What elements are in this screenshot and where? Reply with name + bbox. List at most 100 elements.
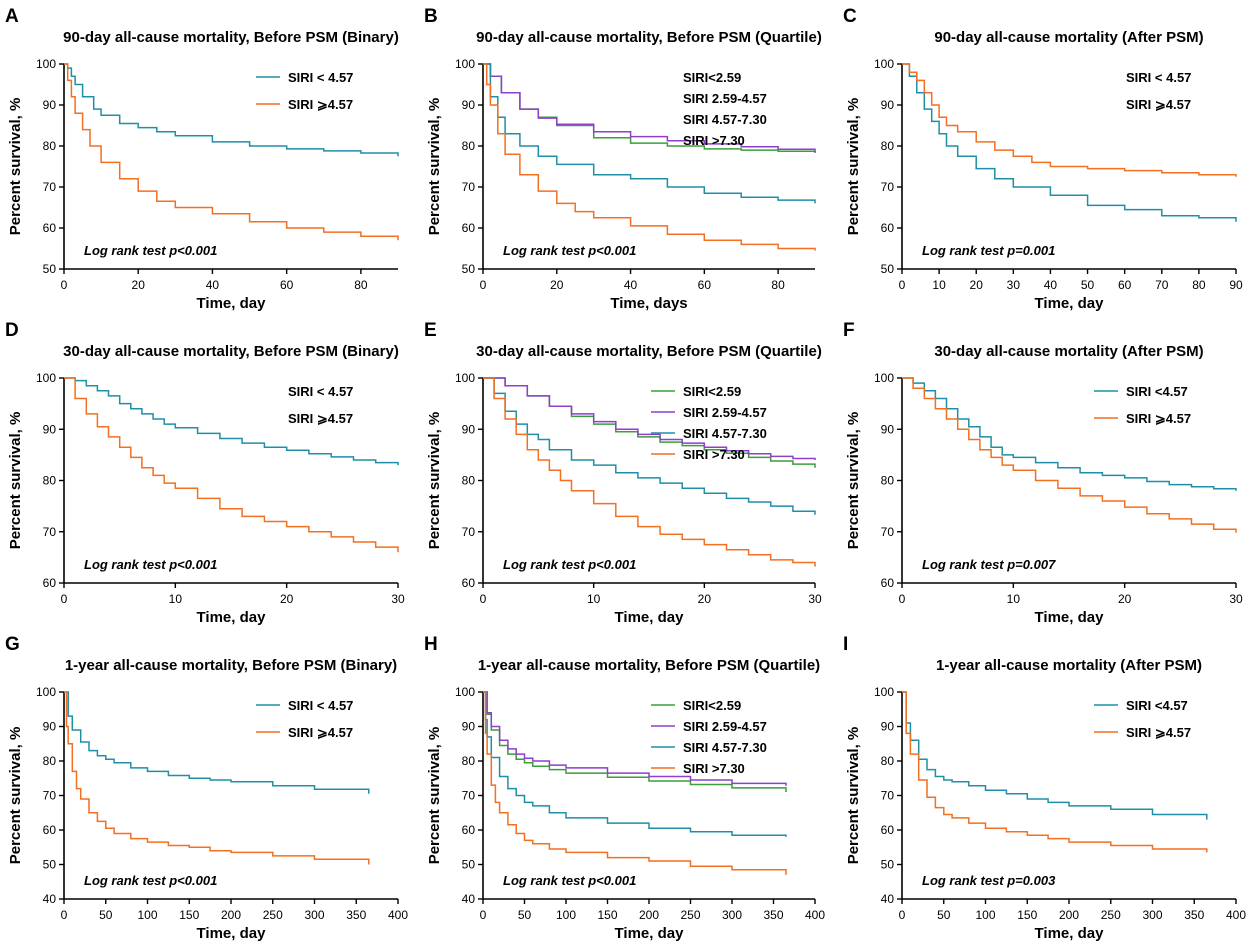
y-tick-label: 90	[881, 98, 895, 112]
x-tick-label: 80	[1192, 278, 1206, 292]
series-line-2	[902, 63, 1237, 177]
x-tick-label: 40	[624, 278, 638, 292]
legend-label: SIRI < 4.57	[288, 698, 353, 713]
x-tick-label: 0	[61, 908, 68, 922]
y-tick-label: 100	[36, 371, 56, 385]
series-line-1	[902, 377, 1237, 491]
y-tick-label: 90	[881, 720, 895, 734]
panel-c: C 90-day all-cause mortality (After PSM) 0…	[843, 6, 1243, 312]
y-tick-label: 80	[462, 754, 476, 768]
y-axis-label: Percent survival, %	[426, 412, 443, 550]
legend-label: SIRI < 4.57	[1126, 70, 1191, 85]
x-tick-label: 80	[771, 278, 785, 292]
y-axis-label: Percent survival, %	[845, 727, 862, 865]
panel-d: D 30-day all-cause mortality, Before PSM …	[5, 320, 405, 626]
series-line-3	[483, 691, 787, 837]
x-tick-label: 0	[480, 592, 487, 606]
chart-title: 90-day all-cause mortality, Before PSM (…	[63, 29, 399, 46]
y-axis-label: Percent survival, %	[7, 98, 24, 236]
chart-title: 90-day all-cause mortality (After PSM)	[934, 29, 1203, 46]
y-tick-label: 50	[462, 858, 476, 872]
y-tick-label: 60	[43, 576, 57, 590]
series-line-3	[483, 63, 816, 204]
logrank-annotation: Log rank test p=0.007	[922, 557, 1056, 572]
legend-label: SIRI<2.59	[683, 70, 741, 85]
y-tick-label: 100	[455, 371, 475, 385]
x-tick-label: 350	[763, 908, 783, 922]
y-tick-label: 60	[881, 576, 895, 590]
x-tick-label: 0	[899, 278, 906, 292]
panel-letter: E	[424, 320, 437, 341]
legend-label: SIRI ⩾4.57	[288, 725, 353, 740]
panel-letter: F	[843, 320, 855, 341]
x-tick-label: 200	[1059, 908, 1079, 922]
y-tick-label: 70	[462, 789, 476, 803]
x-tick-label: 10	[587, 592, 601, 606]
series-line-1	[902, 63, 1237, 222]
panel-a: A 90-day all-cause mortality, Before PSM …	[5, 6, 399, 312]
x-tick-label: 150	[597, 908, 617, 922]
legend-label: SIRI < 4.57	[288, 70, 353, 85]
x-tick-label: 50	[518, 908, 532, 922]
panel-letter: C	[843, 6, 857, 27]
series-line-1	[64, 377, 399, 466]
panel-letter: A	[5, 6, 19, 27]
legend-label: SIRI ⩾4.57	[1126, 97, 1191, 112]
y-tick-label: 100	[874, 57, 894, 71]
y-tick-label: 100	[455, 57, 475, 71]
y-tick-label: 40	[43, 892, 57, 906]
logrank-annotation: Log rank test p<0.001	[503, 243, 636, 258]
x-tick-label: 20	[698, 592, 712, 606]
legend-label: SIRI >7.30	[683, 761, 745, 776]
panel-letter: I	[843, 634, 848, 655]
legend-label: SIRI < 4.57	[288, 384, 353, 399]
x-tick-label: 0	[61, 278, 68, 292]
x-tick-label: 0	[480, 908, 487, 922]
x-tick-label: 10	[932, 278, 946, 292]
y-tick-label: 100	[874, 685, 894, 699]
x-tick-label: 250	[1101, 908, 1121, 922]
x-axis-label: Time, day	[1035, 925, 1105, 942]
y-tick-label: 50	[43, 262, 57, 276]
x-tick-label: 400	[1226, 908, 1246, 922]
legend-label: SIRI 4.57-7.30	[683, 112, 767, 127]
y-axis-label: Percent survival, %	[845, 98, 862, 236]
y-tick-label: 100	[874, 371, 894, 385]
y-axis-label: Percent survival, %	[426, 727, 443, 865]
legend-label: SIRI ⩾4.57	[1126, 725, 1191, 740]
x-axis-label: Time, day	[615, 609, 685, 626]
y-tick-label: 70	[43, 180, 57, 194]
legend-label: SIRI 4.57-7.30	[683, 740, 767, 755]
y-axis-label: Percent survival, %	[7, 727, 24, 865]
logrank-annotation: Log rank test p<0.001	[503, 557, 636, 572]
x-tick-label: 100	[975, 908, 995, 922]
legend-label: SIRI >7.30	[683, 133, 745, 148]
y-tick-label: 90	[881, 422, 895, 436]
x-tick-label: 40	[1044, 278, 1058, 292]
legend-label: SIRI <4.57	[1126, 698, 1188, 713]
x-tick-label: 400	[388, 908, 408, 922]
x-axis-label: Time, day	[1035, 609, 1105, 626]
y-tick-label: 90	[43, 720, 57, 734]
x-axis-label: Time, days	[610, 295, 687, 312]
logrank-annotation: Log rank test p<0.001	[503, 873, 636, 888]
series-line-1	[64, 691, 370, 794]
legend-label: SIRI<2.59	[683, 698, 741, 713]
x-tick-label: 30	[808, 592, 822, 606]
panel-h: H 1-year all-cause mortality, Before PSM …	[424, 634, 825, 942]
x-tick-label: 10	[1007, 592, 1021, 606]
x-tick-label: 0	[899, 592, 906, 606]
y-tick-label: 50	[881, 858, 895, 872]
x-axis-label: Time, day	[615, 925, 685, 942]
y-tick-label: 70	[43, 789, 57, 803]
x-tick-label: 20	[280, 592, 294, 606]
y-tick-label: 80	[43, 474, 57, 488]
series-line-1	[64, 63, 399, 157]
series-line-2	[902, 377, 1237, 533]
y-tick-label: 80	[43, 754, 57, 768]
chart-title: 30-day all-cause mortality (After PSM)	[934, 343, 1203, 360]
x-tick-label: 20	[1118, 592, 1132, 606]
x-tick-label: 150	[1017, 908, 1037, 922]
series-line-4	[483, 691, 787, 875]
panel-letter: G	[5, 634, 20, 655]
